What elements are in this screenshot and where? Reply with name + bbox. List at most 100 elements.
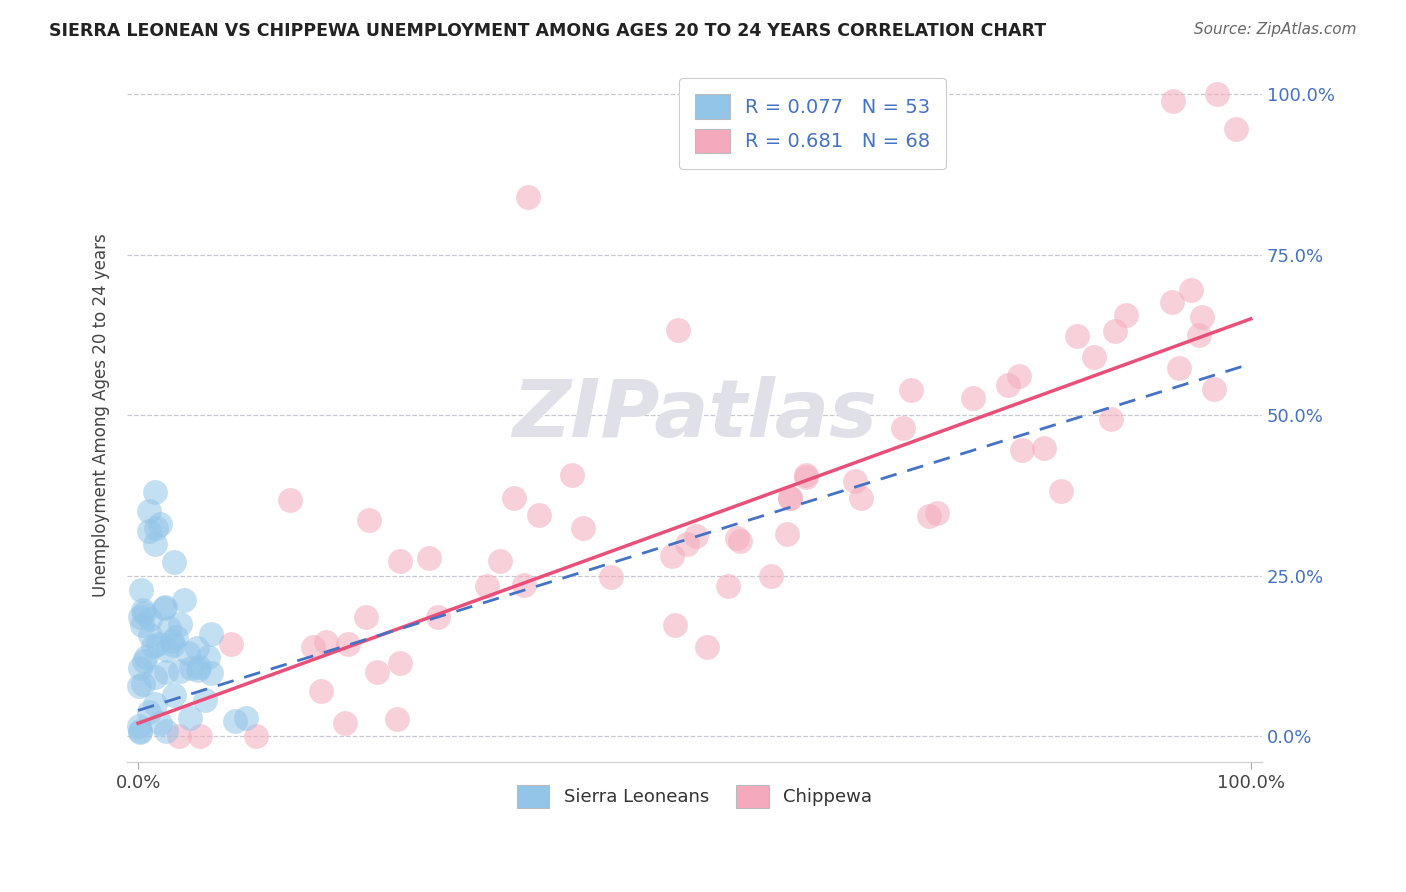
Point	[1115, 308, 1137, 322]
Point	[1083, 350, 1105, 364]
Point	[1191, 310, 1213, 325]
Point	[1033, 441, 1056, 455]
Legend: Sierra Leoneans, Chippewa: Sierra Leoneans, Chippewa	[509, 778, 879, 815]
Point	[188, 729, 211, 743]
Point	[561, 467, 583, 482]
Point	[1206, 87, 1229, 102]
Point	[149, 716, 172, 731]
Point	[357, 513, 380, 527]
Point	[128, 679, 150, 693]
Point	[129, 582, 152, 597]
Point	[779, 491, 801, 506]
Point	[675, 537, 697, 551]
Point	[155, 665, 177, 680]
Point	[138, 628, 160, 642]
Point	[685, 529, 707, 543]
Point	[145, 521, 167, 535]
Point	[165, 630, 187, 644]
Point	[163, 688, 186, 702]
Point	[385, 713, 408, 727]
Point	[572, 521, 595, 535]
Point	[794, 470, 817, 484]
Point	[131, 618, 153, 632]
Point	[927, 506, 949, 520]
Point	[143, 536, 166, 550]
Point	[186, 663, 208, 677]
Point	[1066, 329, 1088, 343]
Text: SIERRA LEONEAN VS CHIPPEWA UNEMPLOYMENT AMONG AGES 20 TO 24 YEARS CORRELATION CH: SIERRA LEONEAN VS CHIPPEWA UNEMPLOYMENT …	[49, 22, 1046, 40]
Point	[129, 661, 152, 675]
Point	[600, 570, 623, 584]
Point	[197, 650, 219, 665]
Point	[336, 637, 359, 651]
Point	[529, 508, 551, 523]
Point	[354, 610, 377, 624]
Point	[169, 617, 191, 632]
Point	[728, 534, 751, 549]
Point	[717, 578, 740, 592]
Y-axis label: Unemployment Among Ages 20 to 24 years: Unemployment Among Ages 20 to 24 years	[93, 234, 110, 597]
Point	[155, 724, 177, 739]
Point	[1161, 94, 1184, 108]
Point	[128, 719, 150, 733]
Point	[132, 606, 155, 620]
Point	[129, 724, 152, 739]
Point	[187, 660, 209, 674]
Point	[128, 610, 150, 624]
Point	[169, 664, 191, 678]
Point	[179, 711, 201, 725]
Point	[153, 599, 176, 614]
Point	[138, 504, 160, 518]
Point	[194, 693, 217, 707]
Point	[427, 610, 450, 624]
Point	[516, 190, 538, 204]
Point	[278, 492, 301, 507]
Point	[1160, 295, 1182, 310]
Point	[962, 391, 984, 405]
Point	[1011, 443, 1033, 458]
Point	[139, 612, 162, 626]
Point	[1168, 360, 1191, 375]
Point	[366, 665, 388, 679]
Point	[224, 714, 246, 728]
Text: Source: ZipAtlas.com: Source: ZipAtlas.com	[1194, 22, 1357, 37]
Point	[143, 485, 166, 500]
Point	[725, 531, 748, 545]
Point	[502, 491, 524, 505]
Point	[160, 634, 183, 648]
Point	[200, 665, 222, 680]
Point	[1225, 122, 1247, 136]
Point	[134, 649, 156, 664]
Point	[918, 508, 941, 523]
Point	[776, 527, 799, 541]
Point	[138, 524, 160, 538]
Point	[389, 554, 412, 568]
Point	[513, 578, 536, 592]
Point	[143, 670, 166, 684]
Point	[1104, 324, 1126, 338]
Point	[138, 706, 160, 720]
Point	[696, 640, 718, 655]
Point	[142, 639, 165, 653]
Point	[132, 654, 155, 668]
Point	[1008, 368, 1031, 383]
Point	[664, 618, 686, 632]
Point	[177, 647, 200, 661]
Point	[146, 637, 169, 651]
Point	[794, 467, 817, 482]
Point	[779, 491, 801, 506]
Point	[1050, 483, 1073, 498]
Point	[186, 641, 208, 656]
Point	[891, 421, 914, 435]
Point	[1099, 412, 1122, 426]
Point	[143, 697, 166, 711]
Point	[156, 643, 179, 657]
Point	[173, 592, 195, 607]
Text: ZIPatlas: ZIPatlas	[512, 376, 877, 454]
Point	[163, 555, 186, 569]
Point	[149, 517, 172, 532]
Point	[477, 579, 499, 593]
Point	[157, 621, 180, 635]
Point	[315, 635, 337, 649]
Point	[489, 554, 512, 568]
